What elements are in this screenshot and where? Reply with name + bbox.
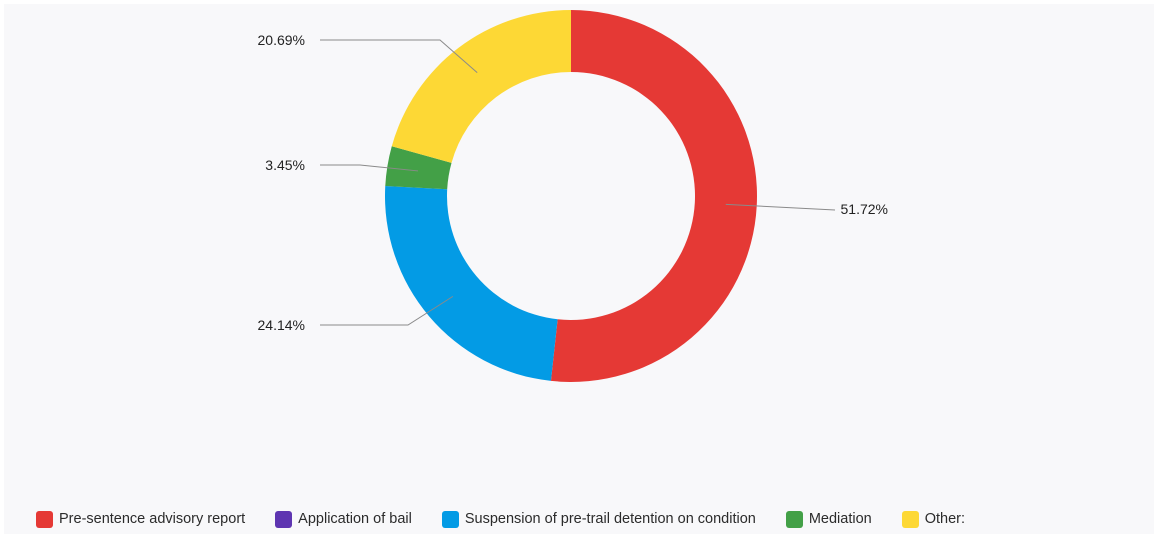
legend: Pre-sentence advisory report Application… <box>36 508 995 530</box>
leader-line <box>320 164 419 172</box>
legend-swatch <box>901 510 919 528</box>
legend-item-pre-sentence[interactable]: Pre-sentence advisory report <box>36 510 246 528</box>
leader-lines-group <box>320 39 836 326</box>
slice-percent-label: 51.72% <box>841 201 888 217</box>
slice-suspension-of-pre-trail-detention-on-condition[interactable] <box>385 185 558 381</box>
slices-group <box>385 10 757 382</box>
legend-label: Suspension of pre-trail detention on con… <box>464 511 756 527</box>
slice-pre-sentence-advisory-report[interactable] <box>550 10 757 382</box>
slice-percent-label: 3.45% <box>265 157 305 173</box>
slice-percent-label: 20.69% <box>258 32 305 48</box>
legend-label: Other: <box>924 511 966 527</box>
legend-swatch <box>275 510 293 528</box>
legend-label: Application of bail <box>298 511 412 527</box>
chart-background <box>4 4 1154 534</box>
legend-label: Mediation <box>808 511 872 527</box>
legend-item-suspension[interactable]: Suspension of pre-trail detention on con… <box>441 510 756 528</box>
slice-percent-label: 24.14% <box>258 317 305 333</box>
leader-line <box>320 295 454 326</box>
slice-labels-group: 51.72% 24.14% 3.45% 20.69% <box>258 32 888 333</box>
legend-item-other[interactable]: Other: <box>901 510 966 528</box>
legend-label: Pre-sentence advisory report <box>59 511 246 527</box>
leader-line <box>320 39 478 73</box>
legend-swatch <box>36 510 53 528</box>
legend-item-bail[interactable]: Application of bail <box>275 510 412 528</box>
slice-other[interactable] <box>391 10 571 163</box>
leader-line <box>725 203 836 211</box>
legend-item-mediation[interactable]: Mediation <box>785 510 872 528</box>
slice-mediation[interactable] <box>385 146 452 190</box>
legend-swatch <box>441 510 459 528</box>
legend-swatch <box>785 510 803 528</box>
